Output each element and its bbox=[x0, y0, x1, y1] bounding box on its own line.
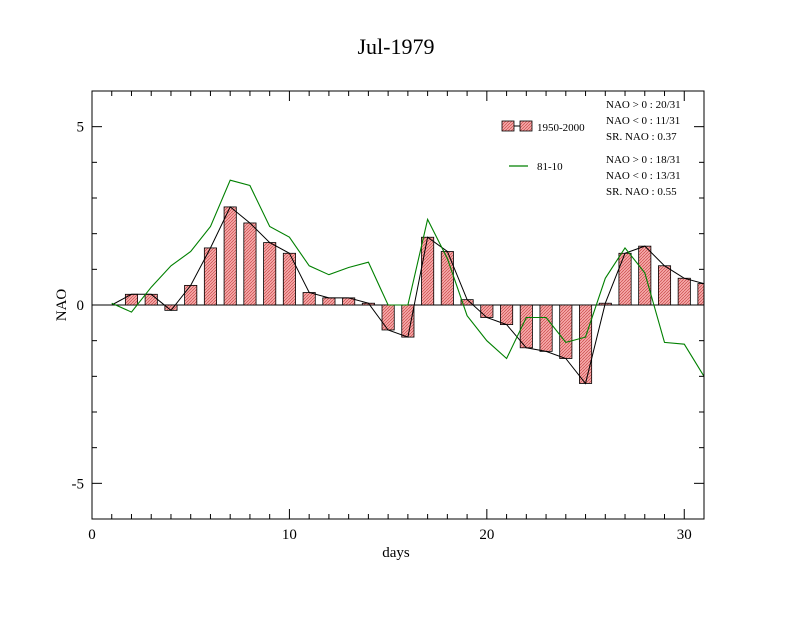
legend: 1950-2000 81-10 NAO > 0 : 20/31 NAO < 0 : 1… bbox=[501, 99, 681, 198]
x-tick-label: 20 bbox=[479, 527, 494, 543]
bar-1950-2000 bbox=[618, 252, 632, 306]
stats-text: SR. NAO : 0.37 bbox=[606, 131, 677, 143]
x-tick-label: 10 bbox=[282, 527, 297, 543]
bar-1950-2000 bbox=[223, 206, 237, 306]
axes: 0 10 20 30 -5 0 5 bbox=[72, 90, 705, 543]
stats-text: NAO < 0 : 13/31 bbox=[606, 170, 681, 182]
legend-label-1950-2000: 1950-2000 bbox=[537, 122, 585, 134]
bar-1950-2000 bbox=[124, 293, 139, 306]
chart-title: Jul-1979 bbox=[358, 34, 435, 59]
x-tick-label: 30 bbox=[677, 527, 692, 543]
line-1950-2000 bbox=[111, 206, 704, 385]
bar-1950-2000 bbox=[697, 283, 704, 306]
bar-1950-2000 bbox=[677, 277, 691, 306]
x-tick-label: 0 bbox=[88, 527, 96, 543]
plot-area bbox=[92, 179, 704, 385]
bar-1950-2000 bbox=[539, 304, 553, 352]
bar-1950-2000 bbox=[322, 297, 336, 306]
y-axis-label: NAO bbox=[54, 289, 70, 322]
line-81-10 bbox=[111, 179, 704, 377]
y-tick-label: -5 bbox=[72, 476, 85, 492]
bar-1950-2000 bbox=[500, 304, 514, 326]
bar-1950-2000 bbox=[638, 245, 652, 306]
legend-label-81-10: 81-10 bbox=[537, 161, 563, 173]
legend-swatch-1950-2000 bbox=[501, 120, 515, 132]
bar-1950-2000 bbox=[243, 222, 257, 306]
bar-1950-2000 bbox=[579, 304, 593, 384]
x-axis-label: days bbox=[382, 545, 410, 561]
bar-1950-2000 bbox=[401, 304, 415, 338]
bar-1950-2000 bbox=[184, 284, 198, 306]
bar-1950-2000 bbox=[144, 293, 158, 306]
stats-text: NAO > 0 : 18/31 bbox=[606, 154, 681, 166]
stats-text: NAO < 0 : 11/31 bbox=[606, 115, 680, 127]
y-tick-label: 0 bbox=[77, 298, 85, 314]
bar-1950-2000 bbox=[381, 304, 395, 331]
bar-1950-2000 bbox=[263, 242, 277, 306]
legend-swatch-1950-2000 bbox=[519, 120, 533, 132]
stats-text: NAO > 0 : 20/31 bbox=[606, 99, 681, 111]
bar-1950-2000 bbox=[559, 304, 573, 359]
stats-text: SR. NAO : 0.55 bbox=[606, 186, 677, 198]
y-tick-label: 5 bbox=[77, 120, 85, 136]
bar-1950-2000 bbox=[421, 236, 435, 306]
bar-1950-2000 bbox=[302, 292, 316, 306]
bar-1950-2000 bbox=[657, 265, 672, 306]
bar-1950-2000 bbox=[480, 304, 494, 318]
